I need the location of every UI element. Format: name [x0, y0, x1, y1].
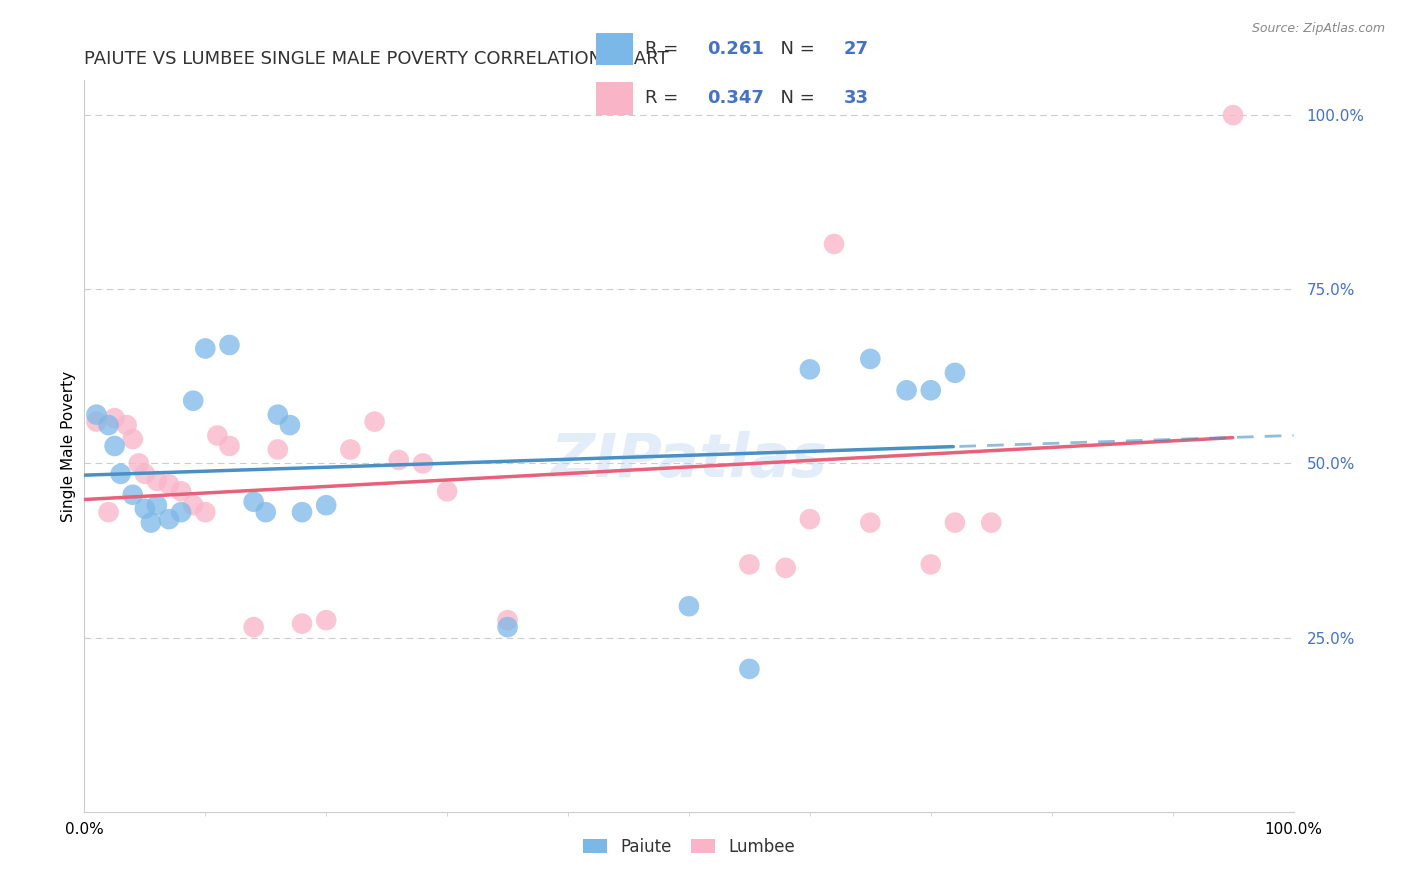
Point: [859, 516, 882, 530]
Point: [1222, 108, 1244, 122]
Point: [97, 505, 120, 519]
Text: R =: R =: [645, 89, 685, 107]
Point: [267, 408, 290, 422]
Point: [146, 474, 169, 488]
Text: 33: 33: [844, 89, 869, 107]
Text: PAIUTE VS LUMBEE SINGLE MALE POVERTY CORRELATION CHART: PAIUTE VS LUMBEE SINGLE MALE POVERTY COR…: [84, 50, 669, 68]
Point: [104, 411, 127, 425]
Point: [823, 237, 845, 252]
Point: [218, 439, 240, 453]
Point: [943, 516, 966, 530]
Point: [157, 477, 180, 491]
Point: [86, 415, 108, 429]
Point: [859, 351, 882, 366]
Point: [943, 366, 966, 380]
Point: [775, 561, 797, 575]
Point: [115, 418, 138, 433]
Text: 0.261: 0.261: [707, 40, 763, 58]
Point: [896, 384, 918, 398]
Point: [363, 415, 385, 429]
Point: [339, 442, 361, 457]
Point: [315, 613, 337, 627]
Point: [110, 467, 132, 481]
Point: [291, 505, 314, 519]
Point: [436, 484, 458, 499]
Point: [291, 616, 314, 631]
Point: [121, 432, 143, 446]
Legend: Paiute, Lumbee: Paiute, Lumbee: [583, 838, 794, 856]
Y-axis label: Single Male Poverty: Single Male Poverty: [60, 370, 76, 522]
Point: [920, 558, 942, 572]
Point: [799, 512, 821, 526]
Text: 0.347: 0.347: [707, 89, 763, 107]
Point: [980, 516, 1002, 530]
Text: N =: N =: [769, 89, 821, 107]
Point: [181, 393, 204, 408]
Point: [496, 613, 519, 627]
Point: [97, 418, 120, 433]
FancyBboxPatch shape: [596, 33, 633, 65]
Point: [104, 439, 127, 453]
Point: [267, 442, 290, 457]
Point: [181, 498, 204, 512]
Point: [242, 494, 264, 508]
Point: [194, 505, 217, 519]
Point: [242, 620, 264, 634]
Text: 27: 27: [844, 40, 869, 58]
Point: [134, 467, 156, 481]
Point: [738, 662, 761, 676]
Text: Source: ZipAtlas.com: Source: ZipAtlas.com: [1251, 22, 1385, 36]
Text: R =: R =: [645, 40, 685, 58]
Point: [170, 505, 193, 519]
Point: [412, 457, 434, 471]
Point: [134, 501, 156, 516]
Point: [121, 488, 143, 502]
Point: [388, 453, 411, 467]
Point: [678, 599, 700, 614]
Point: [496, 620, 519, 634]
Text: ZIPatlas: ZIPatlas: [550, 431, 828, 490]
Point: [738, 558, 761, 572]
Point: [799, 362, 821, 376]
Point: [146, 498, 169, 512]
Point: [315, 498, 337, 512]
Point: [920, 384, 942, 398]
Text: N =: N =: [769, 40, 821, 58]
Point: [170, 484, 193, 499]
Point: [157, 512, 180, 526]
FancyBboxPatch shape: [596, 82, 633, 114]
Point: [207, 428, 229, 442]
Point: [278, 418, 301, 433]
Point: [218, 338, 240, 352]
Point: [86, 408, 108, 422]
Point: [194, 342, 217, 356]
Point: [139, 516, 162, 530]
Point: [128, 457, 150, 471]
Point: [254, 505, 277, 519]
